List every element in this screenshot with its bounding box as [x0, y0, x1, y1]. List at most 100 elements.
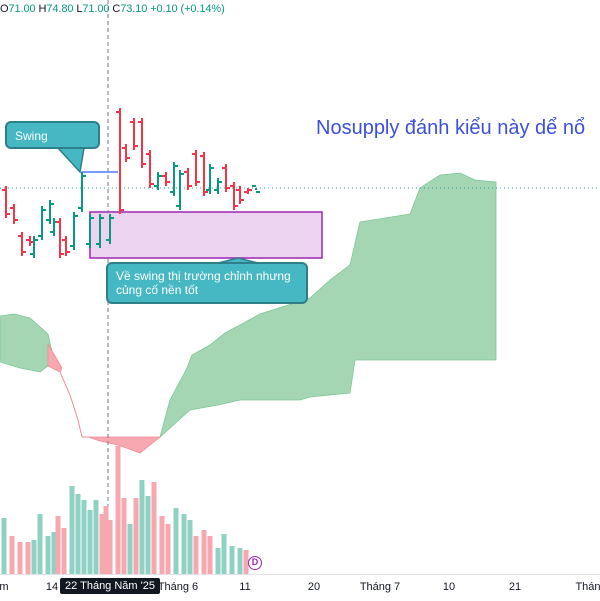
x-tick: 11	[239, 581, 251, 593]
price-bar	[96, 214, 104, 248]
volume-bar	[237, 548, 243, 574]
low-value: 71.00	[82, 3, 110, 15]
x-tick: 10	[442, 581, 456, 593]
price-bar	[230, 182, 238, 210]
volume-bar	[87, 510, 93, 574]
x-tick: m	[0, 581, 9, 593]
price-bar	[18, 232, 26, 256]
x-tick: Tháng 7	[359, 581, 401, 593]
dividend-badge[interactable]: D	[248, 556, 262, 570]
price-bar	[146, 150, 154, 188]
ohlc-legend: O71.00 H74.80 L71.00 C73.10 +0.10 (+0.14…	[0, 3, 225, 15]
big-text-note[interactable]: Nosupply đánh kiểu này dể nổ	[316, 117, 586, 139]
volume-bar	[215, 548, 221, 574]
volume-bar	[25, 542, 31, 574]
price-bar	[214, 178, 222, 194]
price-bar	[78, 172, 86, 212]
price-bar	[130, 118, 138, 150]
price-bar	[106, 214, 114, 244]
ohlc-series	[2, 108, 260, 258]
swing-callout-pointer	[56, 147, 85, 174]
price-bar	[62, 236, 70, 256]
high-value: 74.80	[46, 3, 74, 15]
x-tick-selected: 22 Tháng Năm '25	[60, 578, 160, 594]
volume-bar	[173, 508, 179, 574]
close-value: 73.10	[120, 3, 148, 15]
x-tick: 21	[508, 581, 522, 593]
x-tick: 14	[45, 581, 59, 593]
change-value: +0.10 (+0.14%)	[150, 3, 225, 15]
leading-span-line	[59, 371, 88, 438]
price-bar	[10, 204, 18, 224]
x-tick: Tháng 6	[157, 581, 199, 593]
price-bar	[116, 108, 124, 214]
volume-bar	[37, 514, 43, 574]
volume-bar	[121, 498, 127, 574]
price-bar	[154, 172, 162, 190]
swing-callout[interactable]: Swing	[5, 121, 100, 149]
swing-callout-text: Swing	[15, 129, 48, 143]
volume-bar	[159, 516, 165, 574]
volume-bar	[69, 486, 75, 574]
price-bar	[26, 236, 34, 246]
volume-bar	[107, 520, 113, 574]
price-bar	[30, 236, 38, 258]
x-tick: 20	[307, 581, 321, 593]
note-callout-text: Về swing thị trường chỉnh nhưng củng cố …	[116, 269, 291, 297]
ichimoku-cloud-bullish	[159, 172, 497, 439]
volume-bar	[31, 540, 37, 574]
price-bar	[252, 185, 260, 193]
volume-bar	[187, 520, 193, 574]
volume-bar	[181, 514, 187, 574]
swing-bracket	[81, 171, 118, 212]
volume-bar	[139, 480, 145, 574]
volume-bar	[115, 446, 121, 574]
volume-bar	[61, 528, 67, 574]
price-bar	[176, 170, 184, 210]
ichimoku-cloud-bearish	[47, 342, 63, 373]
open-label: O	[0, 3, 9, 15]
volume-bar	[45, 536, 51, 574]
volume-bar	[99, 514, 105, 574]
ichimoku-cloud-left	[0, 313, 53, 373]
volume-bar	[133, 498, 139, 574]
support-zone[interactable]	[89, 211, 323, 259]
price-bar	[138, 118, 146, 168]
price-bar	[236, 186, 244, 204]
price-bar	[184, 168, 192, 190]
volume-bar	[1, 518, 7, 574]
volume-bar	[221, 534, 227, 574]
price-bar	[46, 200, 54, 224]
volume-bar	[93, 500, 99, 574]
volume-bar	[127, 524, 133, 574]
volume-bar	[9, 536, 15, 574]
volume-bar	[51, 532, 57, 574]
price-bar	[122, 144, 130, 162]
price-bar	[56, 218, 64, 258]
volume-bar	[75, 494, 81, 574]
price-bar	[170, 162, 178, 196]
volume-bar	[229, 546, 235, 574]
close-label: C	[112, 3, 121, 15]
price-bar	[50, 218, 58, 236]
price-bar	[2, 186, 10, 218]
price-bar	[244, 188, 252, 194]
note-callout[interactable]: Về swing thị trường chỉnh nhưng củng cố …	[106, 262, 308, 304]
ichimoku-cloud-bearish-bottom	[87, 436, 162, 454]
price-bar	[70, 212, 78, 250]
volume-bar	[55, 516, 61, 574]
high-label: H	[38, 3, 47, 15]
volume-bar	[165, 524, 171, 574]
volume-bar	[207, 536, 213, 574]
low-label: L	[76, 3, 83, 15]
price-bar	[38, 206, 46, 240]
time-axis[interactable]: m 14 22 Tháng Năm '25 Tháng 6 11 20 Thán…	[0, 574, 600, 601]
price-bar	[162, 172, 170, 186]
volume-bar	[151, 482, 157, 574]
volume-bar	[103, 506, 109, 574]
volume-bar	[81, 500, 87, 574]
volume-bar	[145, 496, 151, 574]
volume-bar	[243, 550, 249, 574]
price-bar	[86, 214, 94, 248]
